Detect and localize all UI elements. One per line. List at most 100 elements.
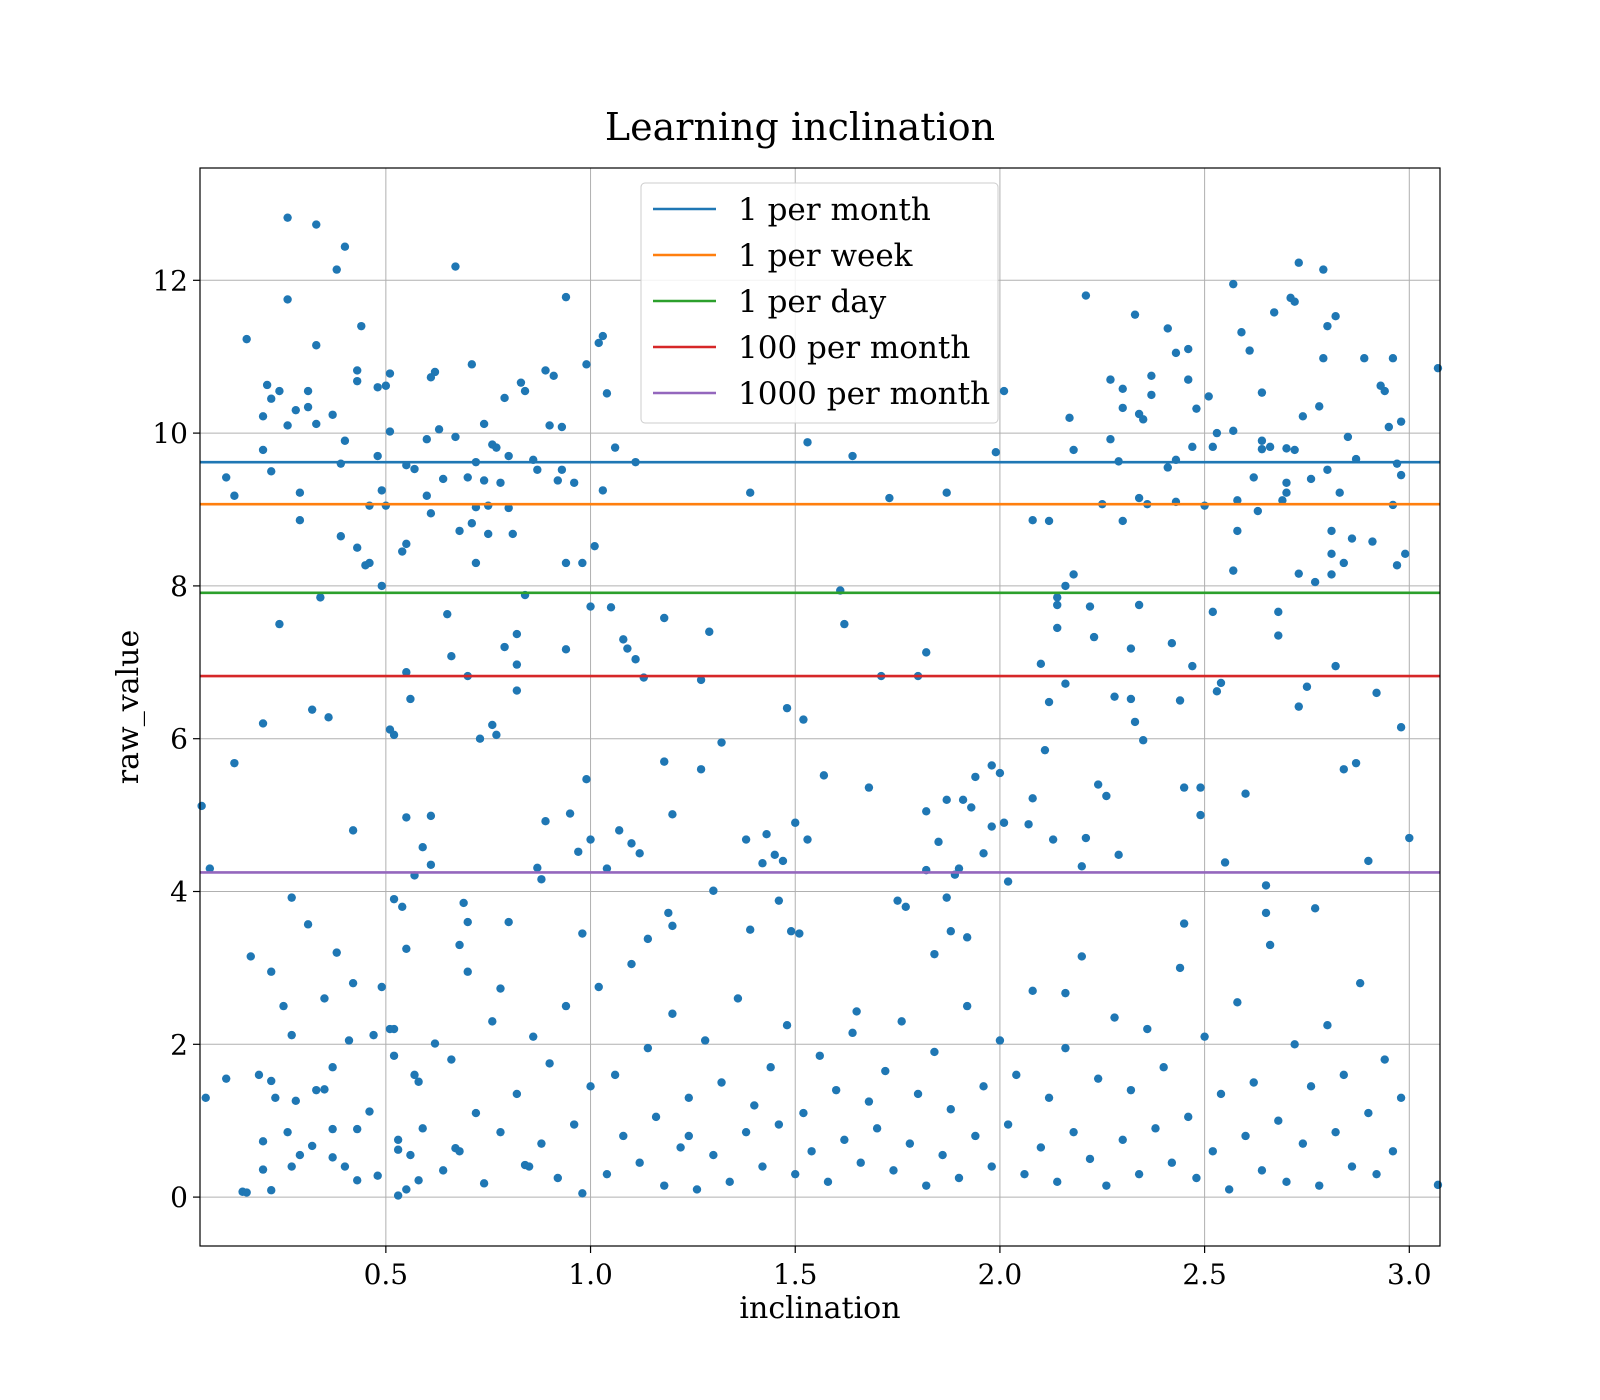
data-point: [1110, 1013, 1119, 1022]
data-point: [1106, 435, 1115, 444]
data-point: [1167, 1158, 1177, 1167]
y-tick-label: 2: [170, 1028, 188, 1061]
data-point: [373, 1171, 382, 1180]
data-point: [1339, 765, 1348, 774]
data-point: [267, 1076, 276, 1086]
data-point: [872, 1124, 882, 1133]
data-point: [1159, 1063, 1168, 1072]
data-point: [222, 1074, 231, 1083]
data-point: [782, 1021, 792, 1030]
data-point: [1331, 661, 1340, 671]
data-point: [1274, 607, 1283, 617]
data-point: [1380, 1055, 1389, 1064]
data-point: [520, 1160, 530, 1170]
data-point: [991, 448, 1001, 457]
legend-label: 1 per week: [738, 238, 913, 274]
data-point: [782, 703, 792, 713]
data-point: [1396, 417, 1406, 426]
y-tick-label: 8: [170, 570, 188, 603]
data-point: [619, 1131, 628, 1141]
data-point: [660, 757, 669, 766]
data-point: [402, 813, 411, 822]
data-point: [1261, 908, 1271, 918]
data-point: [840, 619, 849, 629]
data-point: [365, 558, 374, 568]
data-point: [242, 334, 251, 344]
data-point: [418, 1124, 427, 1133]
data-point: [1396, 1093, 1406, 1102]
data-point: [1396, 470, 1406, 480]
data-point: [1290, 1040, 1299, 1049]
data-point: [443, 609, 452, 619]
data-point: [922, 1181, 931, 1190]
data-point: [709, 1150, 718, 1160]
data-point: [1114, 850, 1123, 860]
data-point: [447, 651, 456, 661]
data-point: [246, 952, 255, 961]
data-point: [488, 720, 497, 730]
data-point: [541, 366, 550, 375]
data-point: [758, 859, 767, 868]
legend-label: 1 per month: [738, 192, 931, 228]
data-point: [197, 801, 206, 811]
data-point: [1184, 1112, 1193, 1122]
data-point: [1102, 791, 1111, 801]
data-point: [1196, 783, 1205, 792]
data-point: [1053, 623, 1062, 633]
data-point: [479, 1179, 489, 1188]
data-point: [1392, 459, 1402, 468]
data-point: [864, 783, 874, 792]
x-axis-ticks: 0.5 1.0 1.5 2.0 2.5 3.0: [364, 1246, 1432, 1291]
data-point: [1257, 444, 1267, 454]
data-point: [1147, 390, 1156, 400]
data-point: [389, 1051, 399, 1060]
data-point: [1339, 1070, 1348, 1080]
data-point: [1257, 1166, 1267, 1175]
data-point: [967, 803, 976, 812]
data-point: [1003, 877, 1013, 886]
data-point: [336, 532, 346, 541]
data-point: [962, 933, 972, 942]
data-point: [1151, 1124, 1160, 1133]
data-point: [275, 619, 284, 629]
data-point: [463, 967, 472, 976]
data-point: [1036, 1143, 1046, 1152]
data-point: [402, 668, 411, 677]
data-point: [1126, 694, 1136, 704]
legend: 1 per month 1 per week 1 per day 100 per mo…: [640, 182, 999, 424]
data-point: [856, 1158, 865, 1167]
data-point: [1216, 678, 1226, 688]
data-point: [426, 811, 436, 821]
data-point: [373, 383, 382, 392]
data-point: [561, 645, 571, 654]
data-point: [987, 822, 996, 831]
data-point: [643, 934, 653, 944]
data-point: [291, 1096, 300, 1106]
data-point: [279, 1001, 288, 1011]
data-point: [1163, 463, 1172, 472]
data-point: [500, 393, 509, 403]
data-point: [283, 421, 292, 430]
data-point: [336, 459, 346, 468]
data-point: [1282, 1177, 1291, 1187]
data-point: [455, 940, 464, 950]
data-point: [1171, 348, 1181, 358]
data-point: [1188, 442, 1197, 452]
data-point: [664, 908, 673, 918]
data-point: [258, 1137, 268, 1146]
data-point: [541, 817, 550, 826]
data-point: [295, 516, 305, 525]
data-point: [262, 380, 272, 390]
data-point: [1274, 1116, 1283, 1125]
data-point: [1179, 919, 1189, 928]
data-point: [627, 959, 636, 969]
data-point: [1315, 402, 1324, 411]
data-point: [1200, 501, 1209, 510]
data-point: [1257, 436, 1267, 445]
data-point: [1012, 1070, 1021, 1080]
data-point: [447, 1055, 456, 1064]
data-point: [954, 1173, 964, 1183]
data-point: [700, 1036, 710, 1045]
data-point: [1085, 1154, 1095, 1164]
data-point: [1323, 321, 1332, 331]
